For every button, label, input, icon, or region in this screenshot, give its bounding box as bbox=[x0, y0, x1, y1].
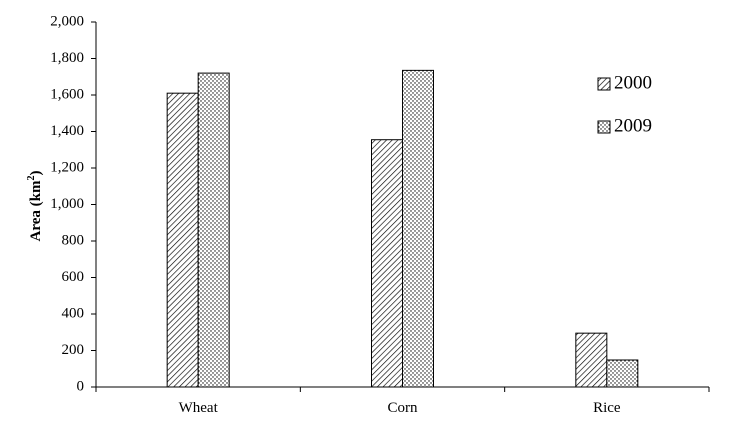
y-tick-label: 1,600 bbox=[50, 86, 84, 102]
y-tick-label: 1,200 bbox=[50, 159, 84, 175]
legend: 2000 2009 bbox=[597, 72, 652, 136]
y-axis-label-text: Area (km bbox=[28, 180, 44, 241]
y-tick-label: 600 bbox=[62, 269, 85, 285]
bar-2000-corn bbox=[371, 139, 403, 388]
legend-label-2000: 2000 bbox=[614, 72, 652, 93]
legend-label-2009: 2009 bbox=[614, 115, 652, 136]
bar-2000-wheat bbox=[166, 92, 199, 388]
y-axis-label-superscript: 2 bbox=[26, 176, 37, 181]
y-tick-label: 2,000 bbox=[50, 13, 84, 29]
y-axis-label-suffix: ) bbox=[28, 171, 44, 176]
bar-2009-wheat bbox=[197, 72, 230, 388]
legend-swatch-2009 bbox=[597, 120, 611, 134]
legend-swatch-2000 bbox=[597, 77, 611, 91]
category-labels: Wheat Corn Rice bbox=[179, 400, 621, 416]
y-axis: 0 200 400 600 800 1,000 1,200 1,400 1,600 1,800 2,… bbox=[50, 13, 97, 394]
x-tick-label: Corn bbox=[388, 400, 419, 416]
x-tick-label: Rice bbox=[593, 400, 621, 416]
y-tick-label: 1,400 bbox=[50, 123, 84, 139]
x-tick-label: Wheat bbox=[179, 400, 219, 416]
y-axis-label: Area (km2) bbox=[26, 171, 45, 242]
y-tick-label: 0 bbox=[77, 378, 85, 394]
bars bbox=[166, 69, 639, 388]
bar-2000-rice bbox=[575, 332, 608, 388]
y-tick-label: 200 bbox=[62, 342, 85, 358]
bar-2009-corn bbox=[402, 69, 434, 388]
y-tick-label: 800 bbox=[62, 232, 85, 248]
y-tick-label: 1,800 bbox=[50, 50, 84, 66]
x-axis bbox=[95, 386, 710, 392]
y-tick-label: 1,000 bbox=[50, 196, 84, 212]
y-tick-label: 400 bbox=[62, 305, 85, 321]
bar-2009-rice bbox=[606, 359, 639, 388]
